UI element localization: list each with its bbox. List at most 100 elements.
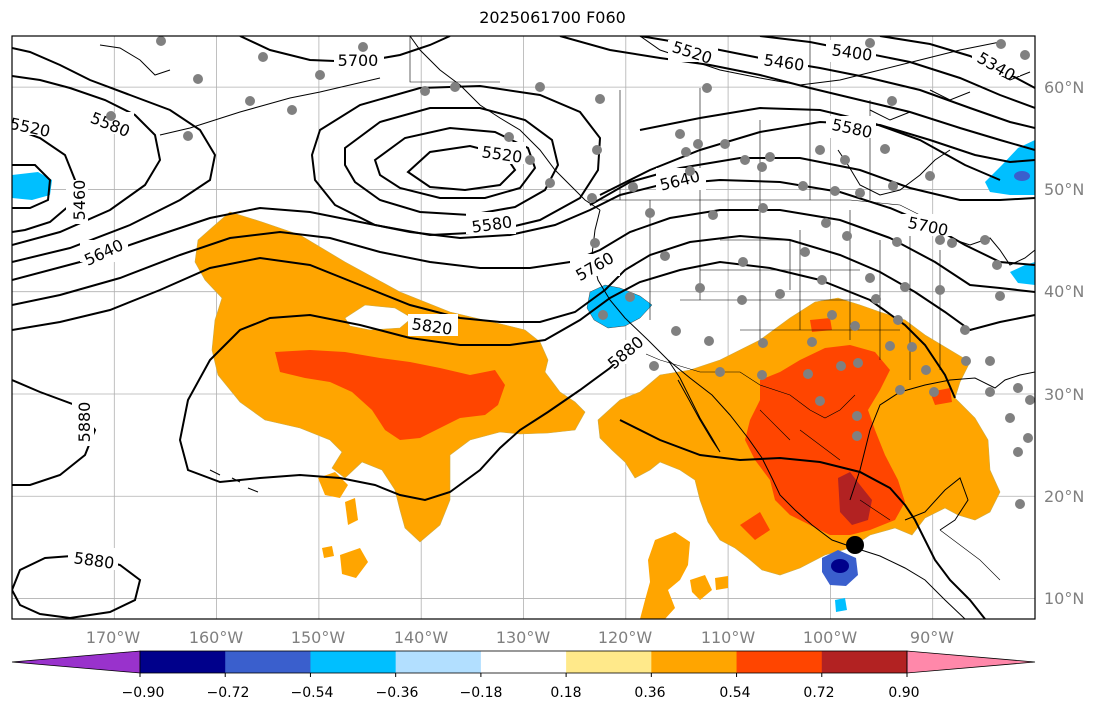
station-dot	[715, 367, 725, 377]
contour-5640-b	[589, 157, 1035, 206]
blue-region-west	[12, 172, 52, 200]
colorbar-segment	[225, 651, 311, 673]
station-dot	[907, 342, 917, 352]
station-dot	[887, 96, 897, 106]
orange-blob-small4	[322, 546, 334, 558]
contour-low-core	[406, 144, 517, 192]
station-dot	[193, 74, 203, 84]
contour-5880-mexico	[619, 419, 986, 619]
colorbar-tick-label: 0.72	[803, 685, 834, 701]
colorbar-tick-label: −0.18	[460, 685, 503, 701]
station-dot	[1015, 499, 1025, 509]
station-dot	[885, 341, 895, 351]
lon-tick-label: 120°W	[598, 628, 653, 647]
station-dot	[587, 193, 597, 203]
station-dot	[675, 129, 685, 139]
lon-tick-label: 170°W	[86, 628, 141, 647]
lon-tick-label: 150°W	[291, 628, 346, 647]
station-dot	[880, 144, 890, 154]
station-dot	[765, 152, 775, 162]
lat-tick-label: 20°N	[1044, 487, 1084, 506]
station-dot	[525, 155, 535, 165]
station-dot	[504, 132, 514, 142]
lon-tick-label: 130°W	[496, 628, 551, 647]
orange-blob-small5	[690, 575, 712, 600]
station-dot	[245, 96, 255, 106]
lon-tick-label: 90°W	[910, 628, 954, 647]
station-dot	[704, 336, 714, 346]
station-dot	[827, 310, 837, 320]
station-dots	[106, 36, 1035, 509]
station-dot	[996, 39, 1006, 49]
station-dot	[853, 358, 863, 368]
station-dot	[708, 210, 718, 220]
colorbar-segment	[140, 651, 226, 673]
white-hole	[344, 304, 413, 331]
map-content: 5520 5580 5460 5640 5700 5520 5580 5520 …	[12, 36, 1035, 619]
contour-5460-west	[12, 164, 52, 209]
station-dot	[995, 291, 1005, 301]
colorbar-tick-labels: −0.90 −0.72 −0.54 −0.36 −0.18 0.18 0.36 …	[122, 685, 920, 701]
station-dot	[921, 365, 931, 375]
orange-blob-small7	[612, 418, 630, 430]
station-dot	[775, 289, 785, 299]
orange-blob-small6	[715, 576, 728, 590]
station-dot	[660, 251, 670, 261]
station-dot	[645, 208, 655, 218]
station-dot	[757, 162, 767, 172]
station-dot	[671, 326, 681, 336]
station-dot	[695, 283, 705, 293]
station-dot	[852, 431, 862, 441]
colorbar-tick-label: −0.54	[291, 685, 334, 701]
colorbar-tick-label: 0.36	[634, 685, 665, 701]
station-dot	[156, 36, 166, 46]
station-dot	[592, 145, 602, 155]
orange-blob-small2	[340, 548, 368, 578]
coast-alaska-south	[409, 36, 601, 211]
station-dot	[740, 155, 750, 165]
station-dot	[720, 139, 730, 149]
contour-labels: 5520 5580 5460 5640 5700 5520 5580 5520 …	[12, 37, 1020, 573]
station-dot	[947, 238, 957, 248]
contour-low-inner	[373, 126, 537, 199]
longitude-labels: 170°W 160°W 150°W 140°W 130°W 120°W 110°…	[86, 628, 954, 647]
station-dot	[830, 186, 840, 196]
station-dot	[817, 275, 827, 285]
station-dot	[929, 387, 939, 397]
colorbar-tick-label: −0.90	[122, 685, 165, 701]
station-dot	[450, 82, 460, 92]
station-dot	[821, 218, 831, 228]
border-mexico-states	[759, 409, 891, 521]
contour-5460-north	[639, 36, 1035, 129]
contour-5400	[759, 36, 1035, 109]
darkred-core	[838, 472, 872, 525]
station-dot	[625, 292, 635, 302]
station-dot	[798, 181, 808, 191]
shaded-strong-field	[275, 318, 952, 540]
station-dot	[960, 325, 970, 335]
colorbar-segment	[395, 651, 482, 673]
station-dot	[871, 294, 881, 304]
contour-label: 5700	[338, 51, 379, 70]
latitude-labels: 10°N 20°N 30°N 40°N 50°N 60°N	[1044, 78, 1084, 608]
station-dot	[800, 247, 810, 257]
colorbar-segment	[480, 651, 567, 673]
station-dot	[852, 411, 862, 421]
blue-core-south	[831, 559, 849, 573]
station-dot	[892, 237, 902, 247]
orange-blob-small3	[345, 498, 358, 525]
station-dot	[888, 181, 898, 191]
coast-aleutians	[159, 77, 381, 136]
lon-tick-label: 160°W	[189, 628, 244, 647]
blue-core-ne	[1014, 171, 1030, 181]
station-dot	[893, 315, 903, 325]
lat-tick-label: 60°N	[1044, 78, 1084, 97]
colorbar-tick-label: 0.90	[888, 685, 919, 701]
contour-5880-main	[178, 260, 956, 502]
station-dot	[815, 145, 825, 155]
station-dot	[1020, 50, 1030, 60]
station-dot	[535, 82, 545, 92]
station-dot	[865, 38, 875, 48]
station-dot	[935, 285, 945, 295]
